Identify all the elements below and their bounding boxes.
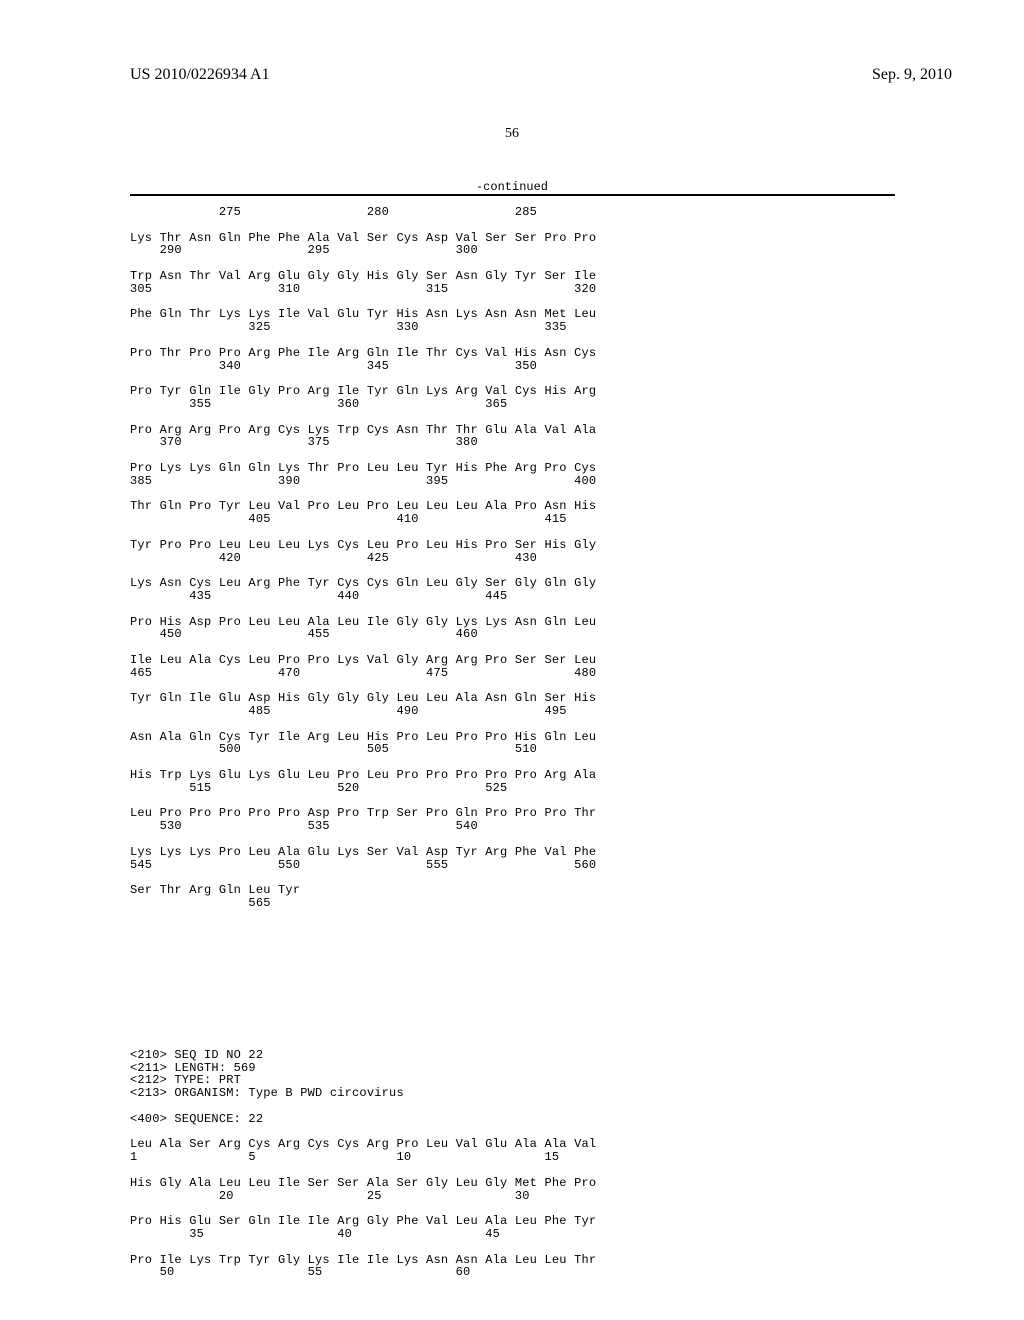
horizontal-rule	[130, 194, 895, 196]
publication-date: Sep. 9, 2010	[872, 66, 952, 84]
sequence-listing-2: <210> SEQ ID NO 22 <211> LENGTH: 569 <21…	[130, 1036, 596, 1279]
sequence-listing-1: 275 280 285 Lys Thr Asn Gln Phe Phe Ala …	[130, 206, 596, 910]
page-number: 56	[0, 126, 1024, 142]
page: US 2010/0226934 A1 Sep. 9, 2010 56 -cont…	[0, 0, 1024, 1320]
continued-label: -continued	[0, 180, 1024, 194]
publication-number: US 2010/0226934 A1	[130, 66, 270, 84]
